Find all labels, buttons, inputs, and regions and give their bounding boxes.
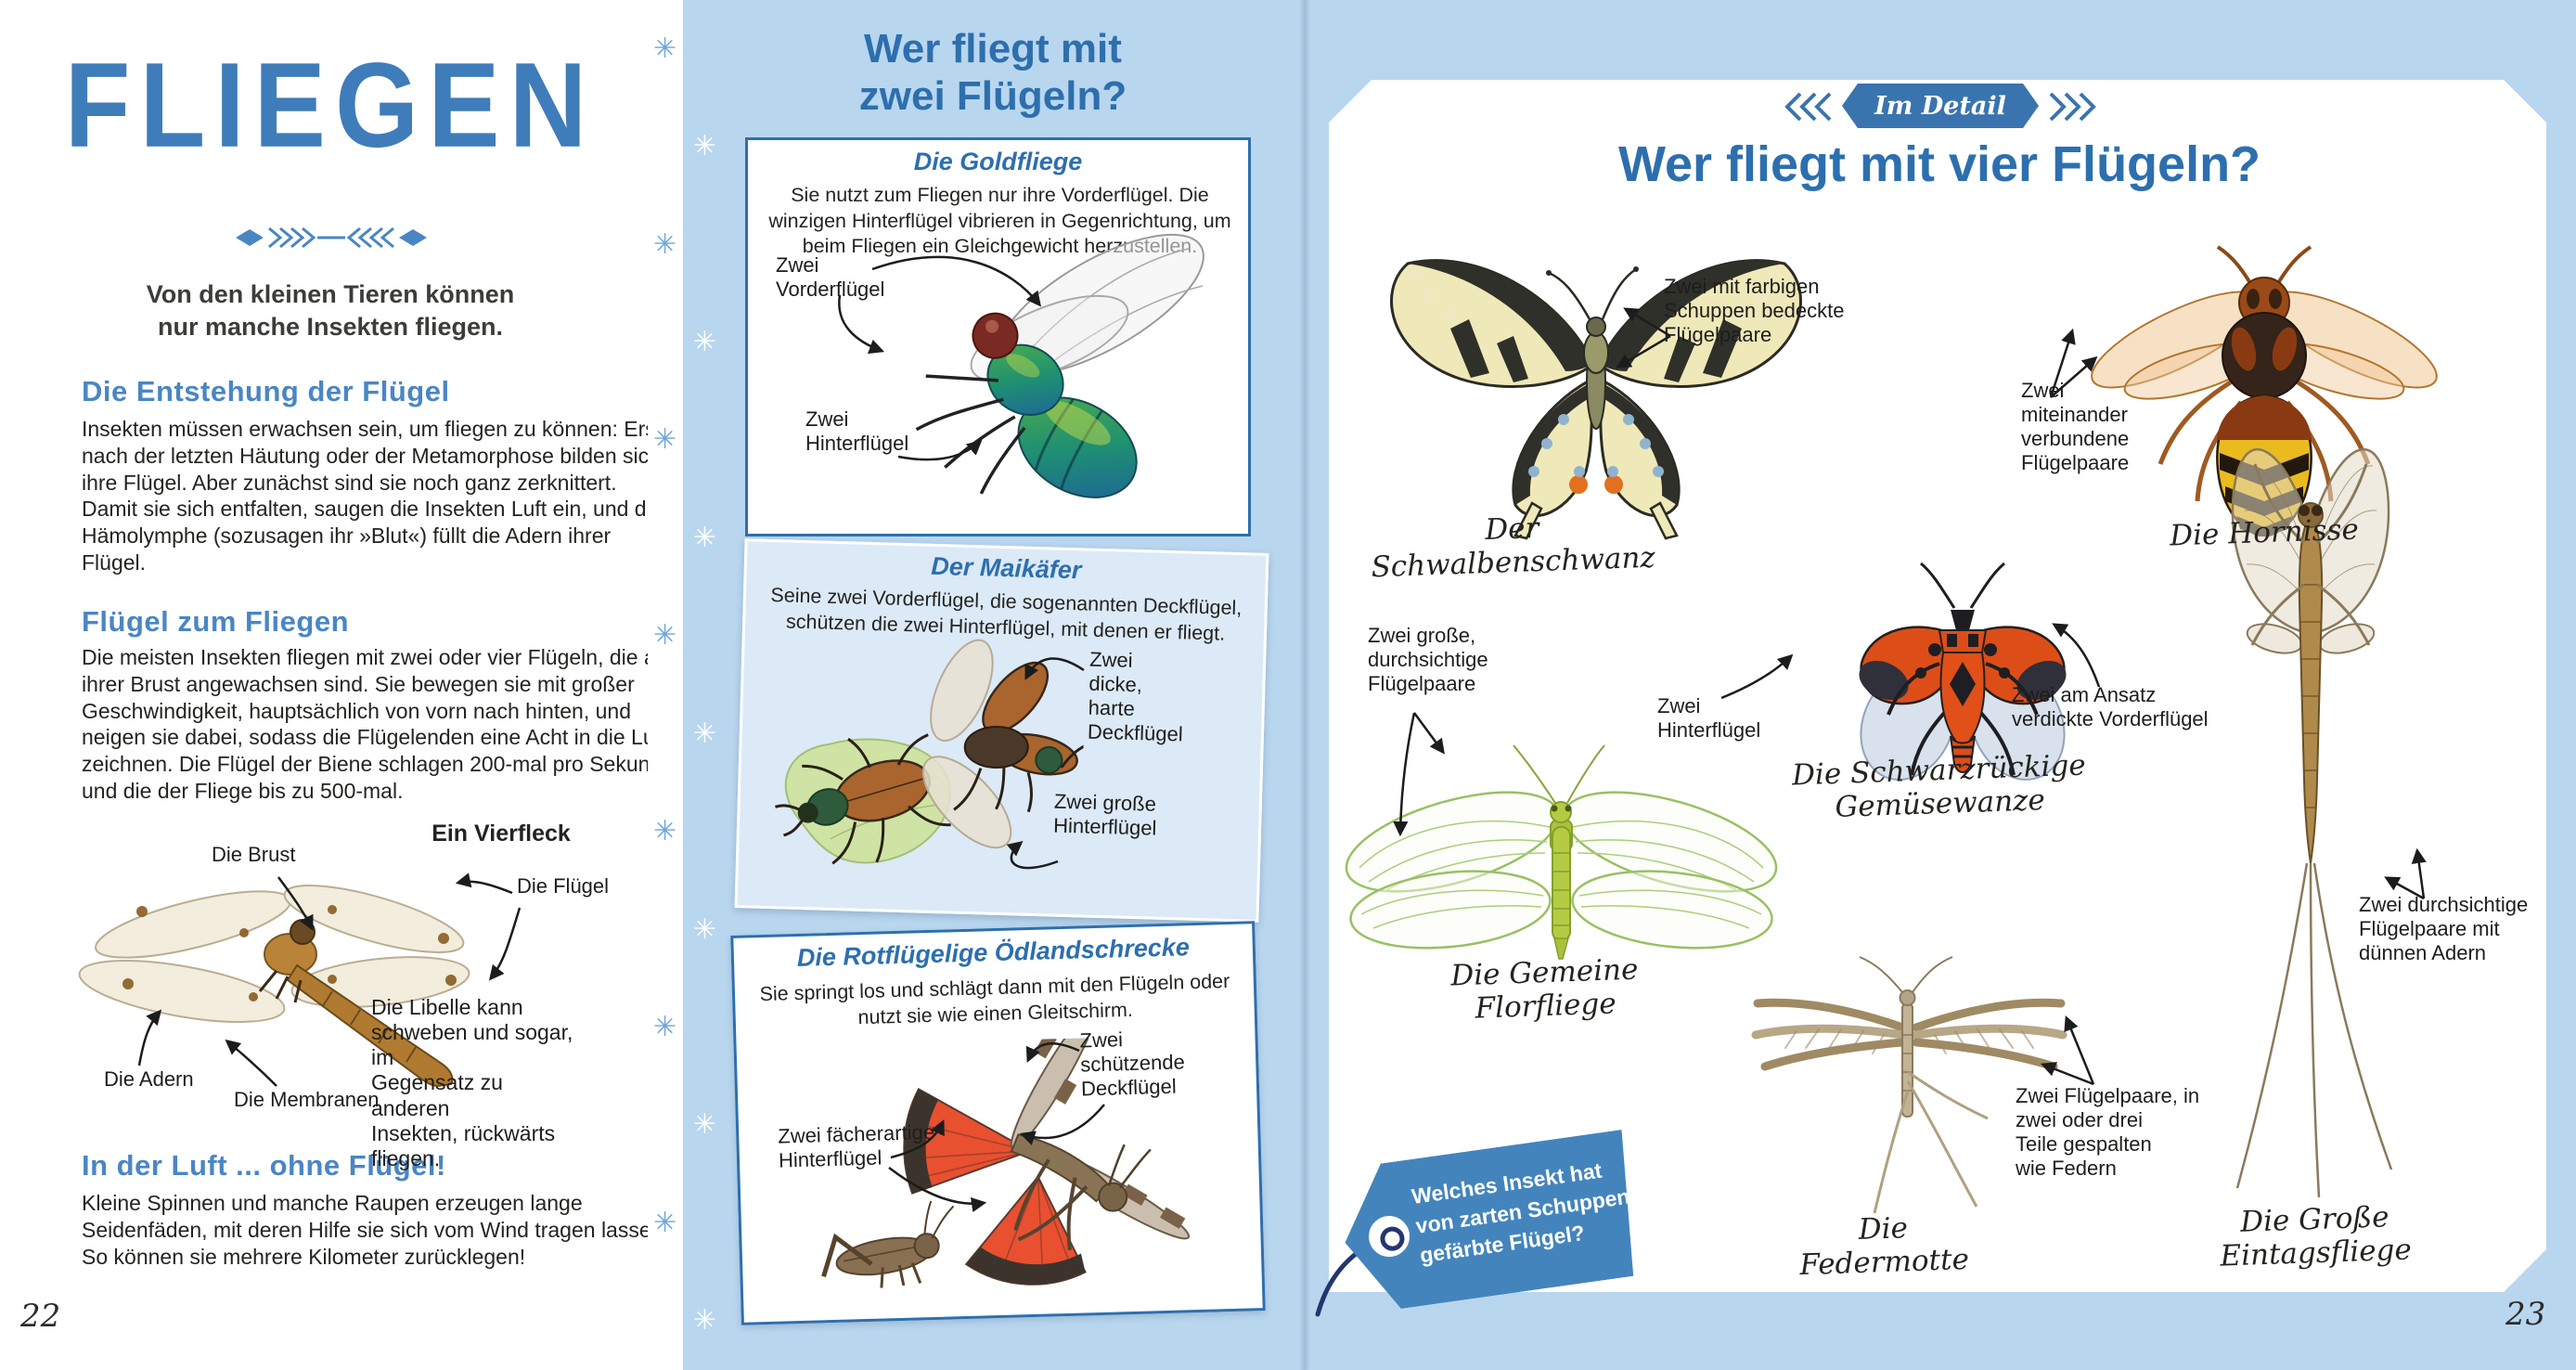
chevron-left-icon [1784,92,1835,122]
bug-silhouette-icon: ✳ [653,816,677,847]
right-page-title: Wer fliegt mit vier Flügeln? [1617,136,2261,192]
im-detail-badge: Im Detail [1842,84,2039,128]
figure-title: Ein Vierfleck [431,821,571,847]
section-heading-fluegel: Flügel zum Fliegen [82,605,350,638]
bug-silhouette-icon: ✳ [653,1207,677,1238]
middle-heading: Wer fliegt mit zwei Flügeln? [858,26,1127,119]
intro-text: Von den kleinen Tieren können nur manche… [146,280,515,342]
label-hinterfluegel: Zwei Hinterflügel [805,407,909,455]
label-wanze-hinterfluegel: Zwei Hinterflügel [1657,694,1761,742]
label-wanze-vorderfluegel: Zwei am Ansatz verdickte Vorderflügel [2012,683,2209,730]
bug-silhouette-icon: ✳ [653,32,677,64]
bug-silhouette-icon: ✳ [653,228,677,260]
page-number-left: 22 [20,1298,61,1335]
label-hornisse: Zwei miteinander verbundene Flügelpaare [2021,379,2130,474]
label-eintagsfliege: Zwei durchsichtige Flügelpaare mit dünne… [2359,893,2529,964]
bug-silhouette-icon: ✳ [692,522,716,553]
caption-gemuesewanze: Die Schwarzrückige Gemüsewanze [1791,748,2087,824]
label-schuetzende-deckfluegel: Zwei schützende Deckflügel [1079,1028,1186,1101]
question-tag-text: Welches Insekt hat von zarten Schuppen g… [1410,1157,1631,1268]
card-title: Die Rotflügelige Ödlandschrecke [796,933,1191,972]
page-fold [1299,0,1310,1370]
bug-silhouette-icon: ✳ [692,913,716,945]
card-goldfliege: Die Goldfliege Sie nutzt zum Fliegen nur… [745,137,1251,536]
card-oedlandschrecke: Die Rotflügelige Ödlandschrecke Sie spri… [730,921,1266,1325]
caption-schwalbenschwanz: Der Schwalbenschwanz [1370,511,1656,585]
dragonfly-illustration [54,843,527,1131]
section-heading-entstehung: Die Entstehung der Flügel [82,375,450,407]
bug-silhouette-icon: ✳ [653,424,677,456]
label-florfliege: Zwei große, durchsichtige Flügelpaare [1368,624,1488,695]
chevron-right-icon [2045,92,2097,122]
section-heading-ohne-fluegel: In der Luft ... ohne Flügel! [82,1149,446,1182]
schwalbenschwanz-illustration [1350,215,1842,540]
section-body-fluegel: Die meisten Insekten fliegen mit zwei od… [82,645,675,803]
caption-federmotte: Die Federmotte [1798,1211,1970,1283]
label-faecher-hinterfluegel: Zwei fächerartige Hinterflügel [777,1119,935,1172]
feathered-arrow-divider-icon [234,221,429,254]
section-body-entstehung: Insekten müssen erwachsen sein, um flieg… [82,417,663,575]
dragonfly-label-adern: Die Adern [104,1067,194,1091]
dragonfly-label-brust: Die Brust [212,843,296,866]
label-federmotte: Zwei Flügelpaare, in zwei oder drei Teil… [2016,1084,2200,1180]
label-deckfluegel: Zwei dicke, harte Deckflügel [1087,647,1184,746]
gemuesewanze-illustration [1847,552,2079,840]
dragonfly-label-membranen: Die Membranen [234,1088,380,1111]
ant-border-strip: ✳ ✳ ✳ ✳ ✳ ✳ ✳ ✳ ✳ ✳ ✳ ✳ ✳ ✳ [648,0,722,1370]
page-title: FLIEGEN [64,37,597,173]
card-maikaefer: Der Maikäfer Seine zwei Vorderflügel, di… [734,538,1269,923]
card-title: Die Goldfliege [913,148,1083,175]
federmotte-illustration [1745,942,2074,1221]
eintagsfliege-illustration [2176,381,2445,1225]
label-grosse-hinterfluegel: Zwei große Hinterflügel [1052,789,1157,840]
page-number-right: 23 [2505,1296,2546,1333]
bug-silhouette-icon: ✳ [692,1305,716,1337]
card-body: Sie springt los und schlägt dann mit den… [759,969,1230,1028]
label-schwalbenschwanz: Zwei mit farbigen Schuppen bedeckte Flüg… [1664,275,1845,346]
dragonfly-label-fluegel: Die Flügel [517,874,610,898]
goldfliege-illustration [869,207,1240,532]
bug-silhouette-icon: ✳ [692,326,716,357]
caption-florfliege: Die Gemeine Florfliege [1449,952,1639,1026]
florfliege-illustration [1341,738,1782,1026]
label-vorderfluegel: Zwei Vorderflügel [776,253,885,301]
dragonfly-note: Die Libelle kann schweben und sogar, im … [371,995,573,1170]
im-detail-badge-label: Im Detail [1874,91,2006,121]
maikaefer-illustration [764,624,1087,911]
bug-silhouette-icon: ✳ [692,1109,716,1141]
bug-silhouette-icon: ✳ [692,131,716,162]
caption-eintagsfliege: Die Große Eintagsfliege [2219,1200,2413,1273]
section-body-ohne-fluegel: Kleine Spinnen und manche Raupen erzeuge… [82,1191,669,1269]
bug-silhouette-icon: ✳ [692,717,716,749]
bug-silhouette-icon: ✳ [653,620,677,652]
bug-silhouette-icon: ✳ [653,1011,677,1042]
